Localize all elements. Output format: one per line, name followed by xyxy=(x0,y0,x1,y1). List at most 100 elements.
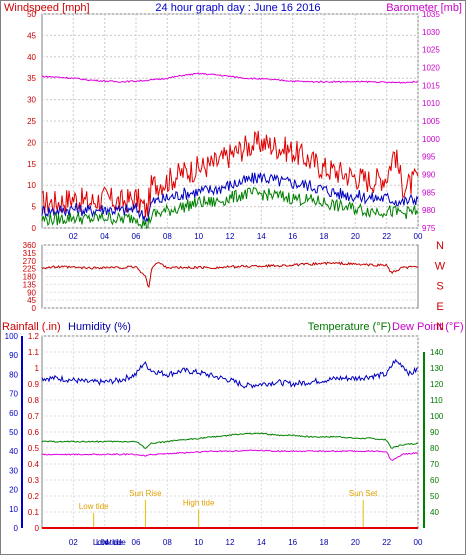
direction-tick-label: 0 xyxy=(32,304,37,313)
climate-x-tick-label: 14 xyxy=(257,538,266,547)
wind-x-tick-label: 20 xyxy=(351,232,360,241)
barometer-tick-label: 980 xyxy=(422,206,436,215)
direction-tick-label: 270 xyxy=(23,257,37,266)
rain-tick-label: 0.3 xyxy=(28,476,40,485)
barometer-axis-title: Barometer [mb] xyxy=(386,2,462,14)
climate-x-tick-label: 08 xyxy=(163,538,172,547)
barometer-tick-label: 1030 xyxy=(422,28,440,37)
barometer-tick-label: 1025 xyxy=(422,46,440,55)
dewpoint-axis-title: Dew Point (°F) xyxy=(392,321,464,333)
barometer-tick-label: 975 xyxy=(422,224,436,233)
rain-tick-label: 0.4 xyxy=(28,460,40,469)
barometer-tick-label: 1010 xyxy=(422,99,440,108)
wind-tick-label: 35 xyxy=(27,74,36,83)
temperature-tick-label: 40 xyxy=(430,508,439,517)
direction-tick-label: 180 xyxy=(23,273,37,282)
direction-tick-label: 90 xyxy=(27,288,36,297)
wind-x-tick-label: 14 xyxy=(257,232,266,241)
humidity-axis-title: Humidity (%) xyxy=(68,321,131,333)
barometer-tick-label: 1015 xyxy=(422,81,440,90)
rain-tick-label: 1 xyxy=(35,364,40,373)
direction-tick-label: 45 xyxy=(27,296,36,305)
wind-series-2 xyxy=(41,186,419,230)
rain-tick-label: 1.2 xyxy=(28,332,40,341)
compass-label: N xyxy=(436,321,444,333)
wind-x-tick-label: 16 xyxy=(288,232,297,241)
temperature-tick-label: 130 xyxy=(430,364,444,373)
temperature-tick-label: 140 xyxy=(430,348,444,357)
windspeed-axis-title: Windspeed [mph] xyxy=(4,2,90,14)
x-axis-annotation: Low tide xyxy=(96,538,126,547)
wind-x-tick-label: 10 xyxy=(194,232,203,241)
temperature-tick-label: 80 xyxy=(430,444,439,453)
wind-x-tick-label: 08 xyxy=(163,232,172,241)
wind-tick-label: 45 xyxy=(27,31,36,40)
wind-series-1 xyxy=(41,172,419,225)
chart-title: 24 hour graph day : June 16 2016 xyxy=(155,2,320,14)
wind-x-tick-label: 02 xyxy=(69,232,78,241)
wind-tick-label: 30 xyxy=(27,96,36,105)
wind-tick-label: 15 xyxy=(27,160,36,169)
climate-x-tick-label: 02 xyxy=(69,538,78,547)
climate-x-tick-label: 10 xyxy=(194,538,203,547)
wind-x-tick-label: 12 xyxy=(226,232,235,241)
climate-series-1 xyxy=(41,432,419,450)
wind-x-tick-label: 00 xyxy=(414,232,423,241)
temperature-tick-label: 60 xyxy=(430,476,439,485)
compass-label: N xyxy=(436,240,444,252)
wind-x-tick-label: 06 xyxy=(132,232,141,241)
climate-x-tick-label: 06 xyxy=(132,538,141,547)
rain-tick-label: 0.1 xyxy=(28,508,40,517)
direction-tick-label: 315 xyxy=(23,249,37,258)
climate-x-tick-label: 04 xyxy=(100,538,109,547)
annotation-label: Sun Rise xyxy=(129,489,162,498)
temperature-tick-label: 120 xyxy=(430,380,444,389)
rain-tick-label: 0.8 xyxy=(28,396,40,405)
direction-tick-label: 135 xyxy=(23,280,37,289)
wind-tick-label: 50 xyxy=(27,10,36,19)
barometer-tick-label: 1000 xyxy=(422,135,440,144)
rain-tick-label: 0 xyxy=(35,524,40,533)
rain-tick-label: 1.1 xyxy=(28,348,40,357)
rain-tick-label: 0.7 xyxy=(28,412,40,421)
barometer-tick-label: 1005 xyxy=(422,117,440,126)
barometer-tick-label: 1035 xyxy=(422,10,440,19)
wind-tick-label: 25 xyxy=(27,117,36,126)
humidity-tick-label: 60 xyxy=(9,409,18,418)
x-axis-annotation: Low tide xyxy=(93,538,123,547)
annotation-label: Sun Set xyxy=(349,489,378,498)
climate-series-2 xyxy=(41,449,419,461)
wind-tick-label: 10 xyxy=(27,181,36,190)
barometer-tick-label: 995 xyxy=(422,153,436,162)
climate-x-tick-label: 16 xyxy=(288,538,297,547)
direction-tick-label: 360 xyxy=(23,241,37,250)
wind-series-0 xyxy=(41,130,419,218)
wind-series-3 xyxy=(41,72,419,84)
climate-series-0 xyxy=(41,358,419,389)
humidity-tick-label: 10 xyxy=(9,505,18,514)
humidity-tick-label: 40 xyxy=(9,447,18,456)
temperature-tick-label: 90 xyxy=(430,428,439,437)
rain-tick-label: 0.9 xyxy=(28,380,40,389)
barometer-tick-label: 990 xyxy=(422,171,436,180)
wind-tick-label: 5 xyxy=(32,203,37,212)
annotation-label: High tide xyxy=(183,499,215,508)
barometer-tick-label: 1020 xyxy=(422,64,440,73)
wind-x-tick-label: 22 xyxy=(382,232,391,241)
rain-tick-label: 0.2 xyxy=(28,492,40,501)
humidity-tick-label: 30 xyxy=(9,466,18,475)
direction-tick-label: 225 xyxy=(23,265,37,274)
climate-x-tick-label: 22 xyxy=(382,538,391,547)
compass-label: E xyxy=(436,301,443,313)
wind-x-tick-label: 04 xyxy=(100,232,109,241)
humidity-tick-label: 100 xyxy=(5,332,19,341)
rainfall-axis-title: Rainfall (.in) xyxy=(2,321,61,333)
direction-series-0 xyxy=(41,261,419,289)
temperature-tick-label: 70 xyxy=(430,460,439,469)
wind-tick-label: 20 xyxy=(27,138,36,147)
compass-label: W xyxy=(435,260,446,272)
climate-x-tick-label: 00 xyxy=(414,538,423,547)
temperature-axis-title: Temperature (°F) xyxy=(308,321,391,333)
humidity-tick-label: 50 xyxy=(9,428,18,437)
